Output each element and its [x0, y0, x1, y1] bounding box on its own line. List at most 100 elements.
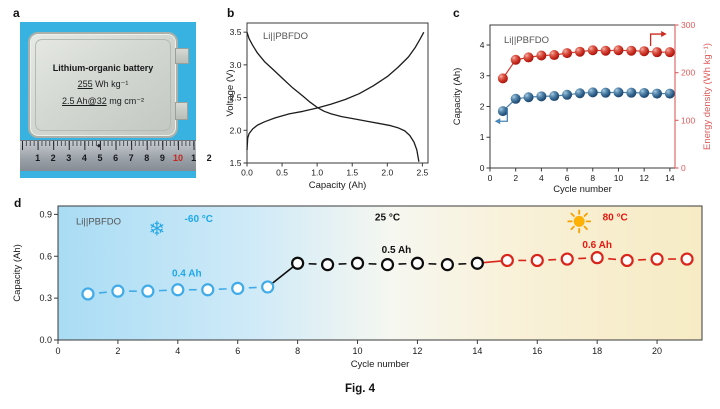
energy_density-connector [532, 55, 538, 58]
ruler: 1 2 3 4 5 6 7 8 9 10 1 2 ◆ [20, 140, 212, 171]
capacity-point [497, 106, 508, 117]
cold-connector [98, 291, 107, 294]
panel-label-b: b [227, 6, 235, 20]
sun-ray [583, 225, 588, 231]
capacity-point [613, 87, 624, 98]
y-axis-title-right: Energy density (Wh kg⁻¹) [702, 43, 713, 150]
panel-label-c: c [453, 6, 460, 20]
cold-point [201, 283, 215, 297]
right-axis-pointer-arrowhead [661, 31, 667, 38]
x-tick-label: 2 [513, 173, 518, 183]
hot-point [500, 253, 514, 268]
x-tick-label: 0 [55, 346, 60, 356]
discharge-curve [246, 32, 420, 162]
ruler-number: 7 [128, 153, 134, 163]
x-tick-label: 8 [590, 173, 595, 183]
ruler-number: 10 [172, 153, 183, 163]
capacity-point [536, 91, 547, 102]
ruler-number: 6 [113, 153, 119, 163]
sun-icon [567, 209, 592, 234]
chart-c: 0 2 4 6 8 10 12 14012340100200300Li||PBFDOCycle… [452, 20, 713, 195]
plot-frame [57, 205, 703, 341]
x-tick-label: 2 [115, 346, 120, 356]
capacity-point [574, 88, 585, 99]
x-tick-label: 10 [614, 173, 624, 183]
hot-temperature-label: 80 °C [603, 213, 628, 224]
ruler-center-mark: ◆ [97, 143, 101, 149]
x-tick-label: 18 [592, 346, 602, 356]
hot-point [560, 252, 574, 266]
right-axis-pointer [649, 33, 663, 46]
energy_density-point [664, 47, 675, 58]
cell-label: Li||PBFDO [504, 35, 549, 46]
hot-capacity-label: 0.6 Ah [582, 240, 612, 251]
snowflake-icon: ❄ [148, 218, 165, 240]
ruler-number: 3 [66, 153, 72, 163]
plot-frame [246, 22, 429, 164]
panel-label-d: d [14, 196, 22, 210]
ruler-number: 2 [50, 153, 56, 163]
cold-point [81, 287, 95, 301]
battery-tab-top [175, 48, 189, 64]
x-tick-label: 1.0 [311, 168, 323, 178]
hot-connector [608, 257, 617, 261]
sun-ray [570, 225, 575, 231]
y-tick-right-label: 100 [681, 115, 695, 125]
x-tick-label: 0.0 [241, 168, 253, 178]
x-axis-title: Capacity (Ah) [309, 180, 367, 191]
energy_density-point [497, 73, 508, 84]
ruler-number: 1 [35, 153, 41, 163]
y-tick-left-label: 4 [480, 40, 485, 50]
room-point [410, 256, 425, 270]
x-tick-label: 14 [665, 173, 675, 183]
pouch-cell-face: Lithium-organic battery 255 Wh kg⁻¹ 2.5 … [35, 39, 171, 131]
battery-capacity-loading: 2.5 Ah@32 mg cm⁻² [62, 96, 144, 107]
ruler-number: 2 [206, 153, 212, 163]
cell-label: Li||PBFDO [263, 31, 308, 42]
y-tick-right-label: 200 [681, 68, 695, 78]
x-tick-label: 12 [412, 346, 422, 356]
x-tick-label: 4 [175, 346, 180, 356]
cold-capacity-label: 0.4 Ah [172, 268, 202, 279]
battery-energy-unit: Wh kg⁻¹ [92, 79, 129, 89]
battery-tab-bottom [175, 102, 188, 120]
energy_density-point [549, 50, 560, 61]
room-capacity-label: 0.5 Ah [382, 245, 412, 256]
energy_density-point [536, 50, 547, 61]
sun-ray [570, 212, 575, 217]
y-tick-label: 0.6 [39, 251, 52, 261]
y-tick-right-label: 300 [681, 20, 695, 30]
temperature-gradient-background [58, 206, 702, 340]
left-axis-pointer-arrowhead [494, 118, 501, 125]
x-tick-label: 2.0 [381, 168, 393, 178]
y-tick-label: 2.0 [230, 125, 242, 135]
y-tick-label: 3.5 [230, 27, 242, 37]
capacity-point [639, 87, 650, 98]
hot-point [530, 253, 544, 268]
y-tick-label: 1.5 [230, 158, 242, 168]
sun-core [573, 215, 585, 227]
battery-energy-density: 255 Wh kg⁻¹ [78, 79, 129, 90]
x-tick-label: 0.5 [276, 168, 288, 178]
cold-point [111, 284, 125, 298]
x-tick-label: 0 [488, 173, 493, 183]
y-tick-label: 3.0 [230, 60, 242, 70]
cold-point [171, 283, 185, 297]
y-tick-label: 0.9 [39, 209, 52, 219]
room-point [350, 256, 365, 270]
energy_density-point [600, 45, 611, 56]
capacity-point [664, 88, 675, 99]
pouch-cell: Lithium-organic battery 255 Wh kg⁻¹ 2.5 … [28, 32, 178, 138]
energy_density-point [510, 54, 521, 65]
x-tick-label: 16 [532, 346, 542, 356]
ruler-number: 1 [191, 153, 197, 163]
room-point [320, 258, 335, 272]
ruler-number: 9 [159, 153, 165, 163]
battery-photo: Lithium-organic battery 255 Wh kg⁻¹ 2.5 … [20, 22, 212, 178]
energy_density-point [587, 45, 598, 56]
hot-point [590, 251, 604, 265]
capacity-point [600, 87, 611, 98]
chart-b: 0.0 0.5 1.0 1.5 2.0 2.5 1.5 2.0 2.5 3.0 3.5 Li||PBF… [225, 22, 429, 191]
energy_density-point [562, 48, 573, 59]
cell-label: Li||PBFDO [76, 216, 121, 227]
